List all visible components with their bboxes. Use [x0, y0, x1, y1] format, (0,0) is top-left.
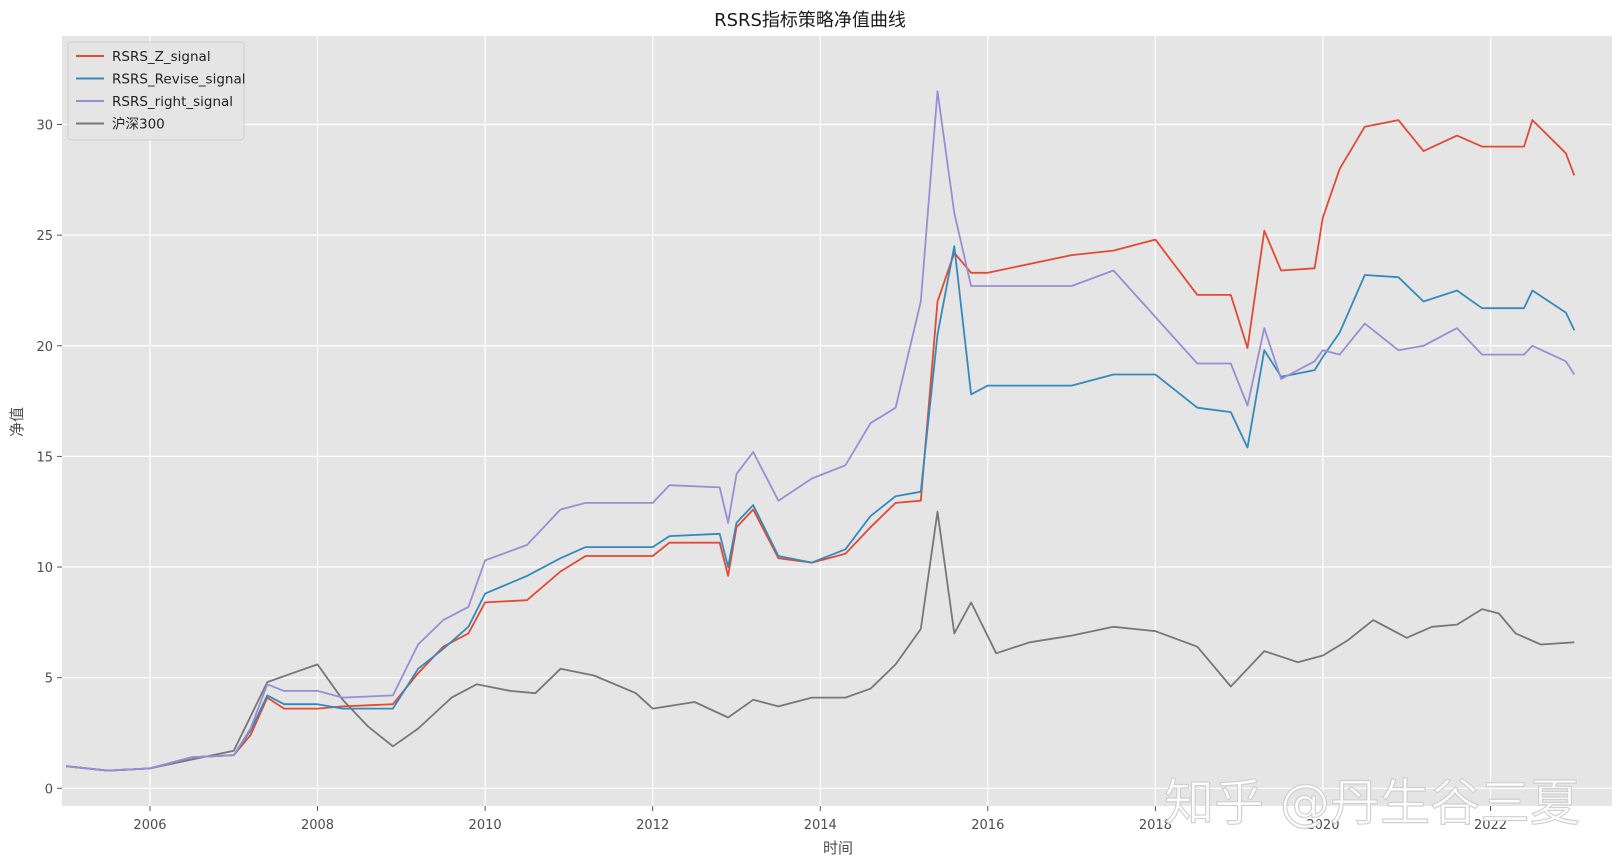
chart-title: RSRS指标策略净值曲线 [714, 10, 906, 31]
x-tick-label: 2014 [804, 818, 837, 833]
x-axis-ticks: 2006 2008 2010 2012 2014 2016 2018 2020 2022 [133, 806, 1507, 833]
series-line [66, 119, 1576, 772]
legend-label: RSRS_Revise_signal [112, 72, 246, 88]
y-tick-label: 15 [36, 450, 53, 465]
y-tick-label: 0 [45, 782, 53, 797]
series-line [66, 510, 1575, 772]
y-tick-label: 30 [36, 119, 53, 134]
y-axis-label: 净值 [8, 407, 26, 437]
x-tick-label: 2020 [1306, 818, 1339, 833]
y-tick-label: 5 [45, 672, 53, 687]
x-tick-label: 2010 [469, 818, 502, 833]
x-tick-label: 2012 [636, 818, 669, 833]
x-axis-label: 时间 [823, 839, 853, 857]
x-tick-label: 2006 [133, 818, 166, 833]
x-tick-label: 2008 [301, 818, 334, 833]
legend: RSRS_Z_signal RSRS_Revise_signal RSRS_righ… [67, 41, 246, 141]
y-tick-label: 10 [36, 561, 53, 576]
legend-label: RSRS_Z_signal [112, 49, 211, 65]
series-line [66, 90, 1576, 772]
x-tick-label: 2018 [1139, 818, 1172, 833]
y-axis-ticks: 0 5 10 15 20 25 30 [36, 119, 62, 797]
series-lines [66, 90, 1576, 772]
legend-box [67, 41, 245, 141]
gridlines [62, 36, 1612, 806]
x-tick-label: 2016 [971, 818, 1004, 833]
watermark: 知乎 @丹生谷三夏 [1164, 774, 1580, 832]
legend-label: 沪深300 [112, 117, 165, 133]
series-line [66, 245, 1576, 772]
x-tick-label: 2022 [1474, 818, 1507, 833]
legend-label: RSRS_right_signal [112, 94, 233, 110]
y-tick-label: 25 [36, 229, 53, 244]
y-tick-label: 20 [36, 340, 53, 355]
